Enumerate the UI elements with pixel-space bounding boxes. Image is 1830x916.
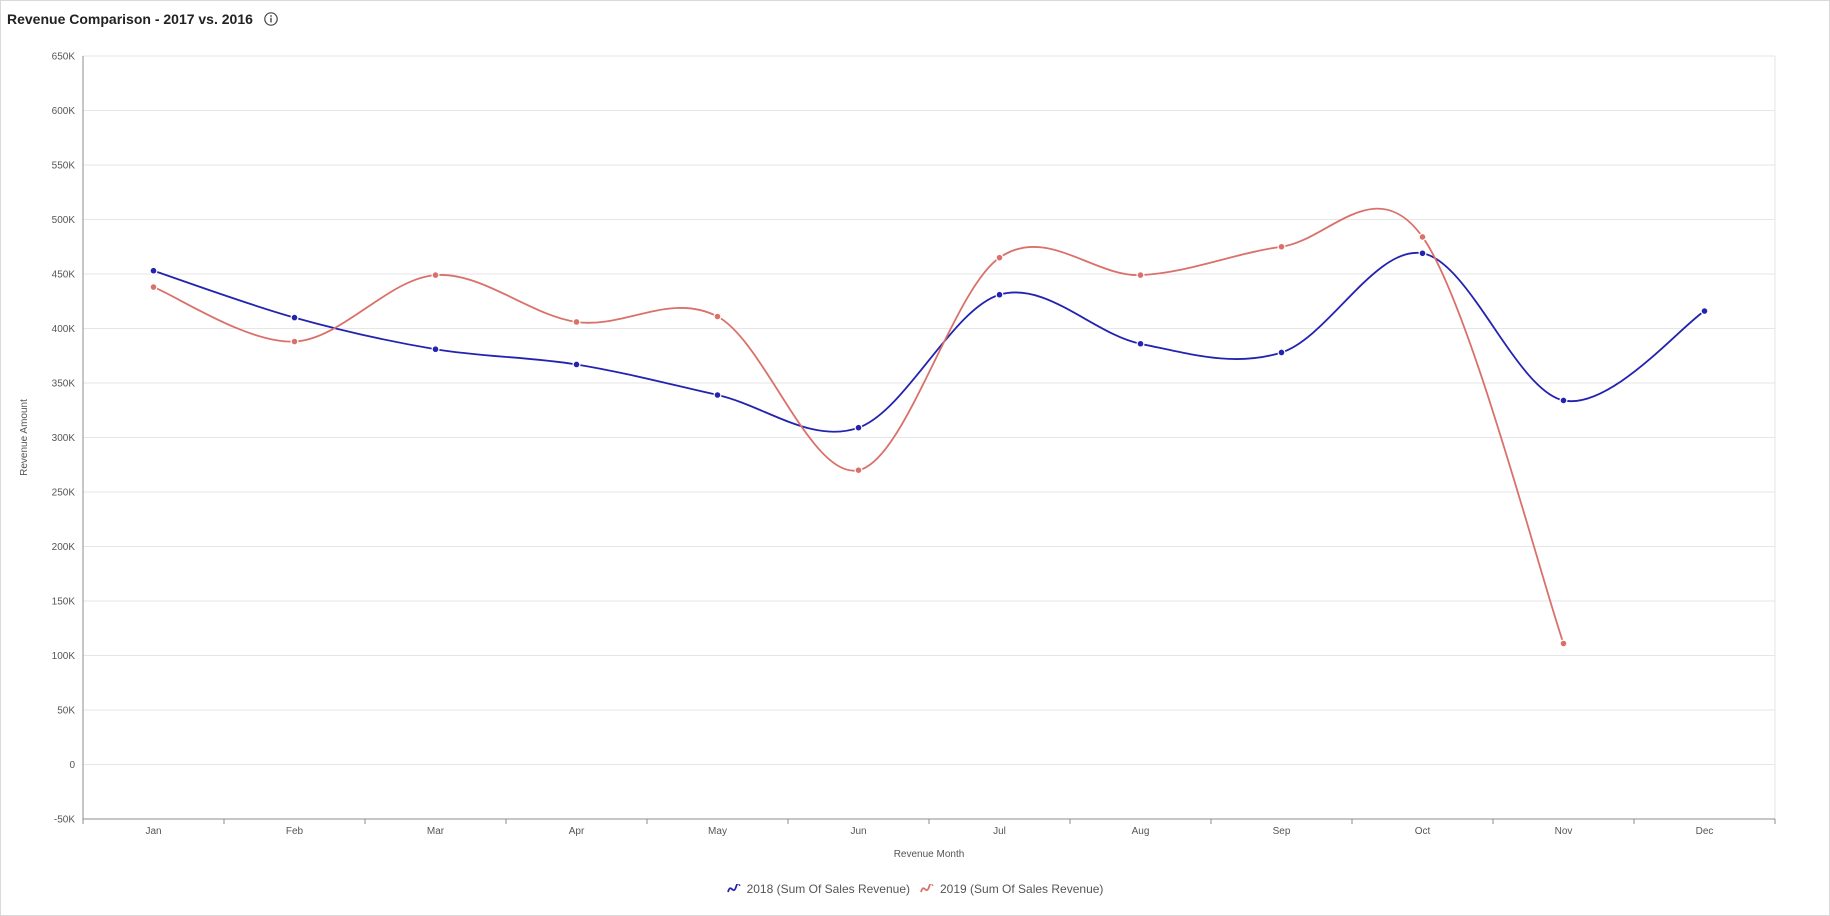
data-point[interactable] (149, 283, 158, 292)
data-point[interactable] (1136, 339, 1145, 348)
y-tick-label: 400K (52, 324, 76, 335)
y-tick-label: 550K (52, 161, 76, 172)
line-series-icon (920, 884, 934, 894)
series-line-0 (153, 252, 1705, 433)
y-tick-label: 650K (52, 52, 76, 63)
y-tick-label: 150K (52, 597, 76, 608)
data-point[interactable] (572, 360, 581, 369)
x-axis-title: Revenue Month (894, 849, 965, 860)
legend-label-2019: 2019 (Sum Of Sales Revenue) (940, 882, 1104, 896)
data-point[interactable] (1418, 232, 1427, 241)
data-point[interactable] (995, 290, 1004, 299)
x-tick-label: Jun (850, 826, 866, 837)
data-point[interactable] (854, 466, 863, 475)
line-chart: -50K 0 50K 100K 150K 200K 250K 300K 350K 400K 450K… (19, 52, 1776, 860)
data-point[interactable] (1277, 242, 1286, 251)
data-point[interactable] (149, 266, 158, 275)
data-point[interactable] (995, 253, 1004, 262)
data-point[interactable] (1277, 348, 1286, 357)
x-tick-label: Sep (1273, 826, 1291, 837)
y-axis-title: Revenue Amount (19, 399, 30, 476)
info-circle-icon[interactable] (263, 11, 279, 27)
x-tick-label: Mar (427, 826, 445, 837)
data-point[interactable] (713, 312, 722, 321)
x-tick-label: Nov (1555, 826, 1573, 837)
data-point[interactable] (1559, 396, 1568, 405)
y-tick-label: 200K (52, 542, 76, 553)
y-tick-label: 450K (52, 270, 76, 281)
y-tick-label: -50K (54, 815, 75, 826)
y-tick-label: 100K (52, 651, 76, 662)
y-tick-label: 50K (57, 706, 75, 717)
data-point[interactable] (1559, 639, 1568, 648)
legend-item-2019[interactable]: 2019 (Sum Of Sales Revenue) (920, 882, 1103, 896)
y-tick-label: 600K (52, 106, 76, 117)
line-series-icon (726, 884, 741, 894)
x-tick-label: Apr (569, 826, 585, 837)
data-point[interactable] (1418, 249, 1427, 258)
data-point[interactable] (854, 423, 863, 432)
panel-header: Revenue Comparison - 2017 vs. 2016 (7, 9, 279, 29)
y-tick-label: 250K (52, 488, 76, 499)
x-tick-label: Oct (1415, 826, 1431, 837)
data-point[interactable] (290, 337, 299, 346)
x-tick-label: Jan (145, 826, 161, 837)
data-point[interactable] (431, 271, 440, 280)
chart-legend: 2018 (Sum Of Sales Revenue) 2019 (Sum Of… (1, 882, 1829, 896)
x-tick-label: Aug (1132, 826, 1150, 837)
y-tick-label: 0 (69, 760, 75, 771)
x-tick-label: May (708, 826, 727, 837)
data-point[interactable] (572, 317, 581, 326)
x-tick-label: Jul (993, 826, 1006, 837)
y-tick-label: 500K (52, 215, 76, 226)
data-point[interactable] (290, 313, 299, 322)
x-tick-label: Feb (286, 826, 304, 837)
legend-label-2018: 2018 (Sum Of Sales Revenue) (746, 882, 910, 896)
data-point[interactable] (1136, 271, 1145, 280)
data-point[interactable] (713, 390, 722, 399)
x-tick-label: Dec (1696, 826, 1714, 837)
y-tick-label: 300K (52, 433, 76, 444)
series-line-1 (153, 207, 1565, 644)
data-point[interactable] (431, 345, 440, 354)
y-tick-label: 350K (52, 379, 76, 390)
chart-title: Revenue Comparison - 2017 vs. 2016 (7, 11, 253, 27)
legend-item-2018[interactable]: 2018 (Sum Of Sales Revenue) (726, 882, 910, 896)
data-point[interactable] (1700, 307, 1709, 316)
